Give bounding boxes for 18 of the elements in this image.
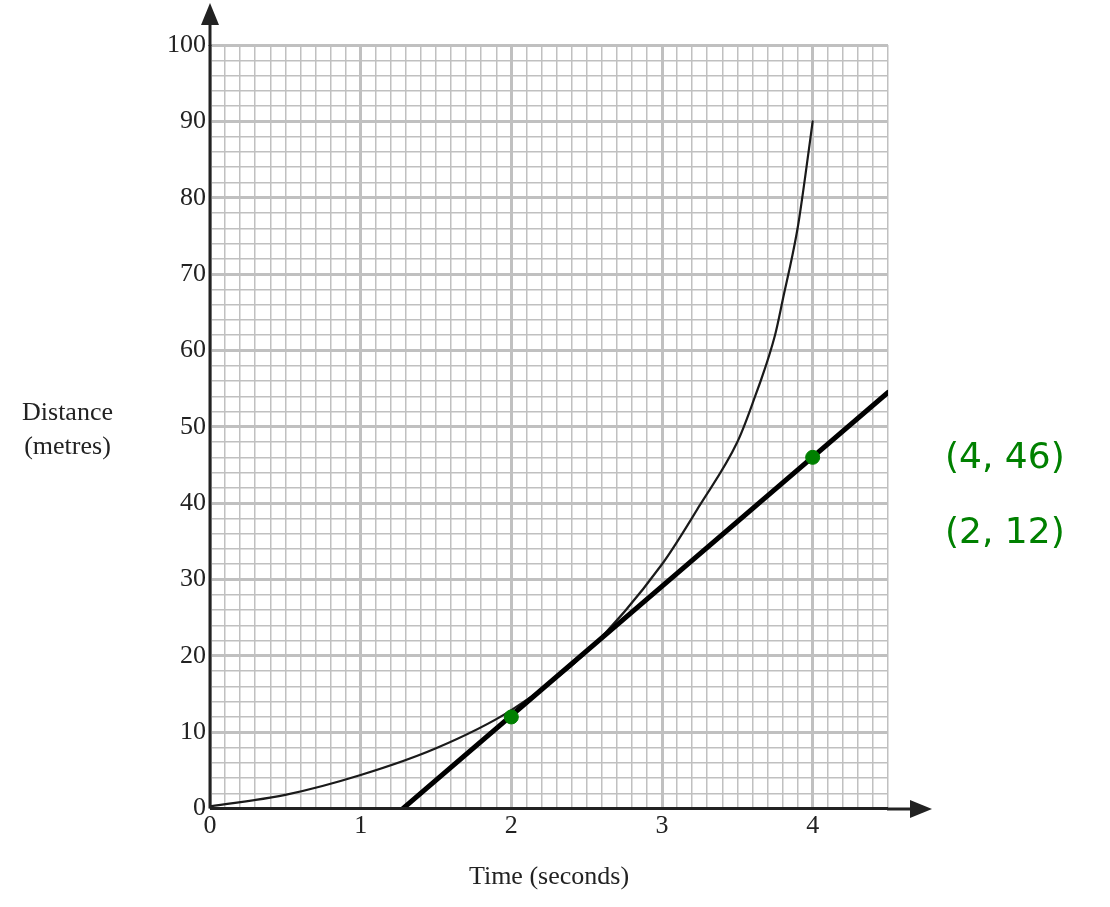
x-tick-label: 1 [354, 810, 368, 840]
y-tick-label: 50 [180, 410, 206, 440]
text: (4, 46) [945, 435, 1065, 476]
y-tick-label: 60 [180, 334, 206, 364]
y-tick-label: 30 [180, 563, 206, 593]
x-axis-title: Time (seconds) [468, 861, 630, 891]
text: (2, 12) [945, 510, 1065, 551]
y-tick-label: 70 [180, 257, 206, 287]
y-tick-label: 100 [167, 28, 206, 58]
y-tick-label: 20 [180, 639, 206, 669]
y-axis-title: Distance (metres) [21, 396, 114, 462]
y-tick-label: 80 [180, 181, 206, 211]
y-tick-label: 90 [180, 105, 206, 135]
y-tick-label: 10 [180, 716, 206, 746]
x-tick-label: 3 [655, 810, 669, 840]
y-tick-label: 40 [180, 486, 206, 516]
x-tick-label: 4 [806, 810, 820, 840]
x-tick-label: 2 [504, 810, 518, 840]
